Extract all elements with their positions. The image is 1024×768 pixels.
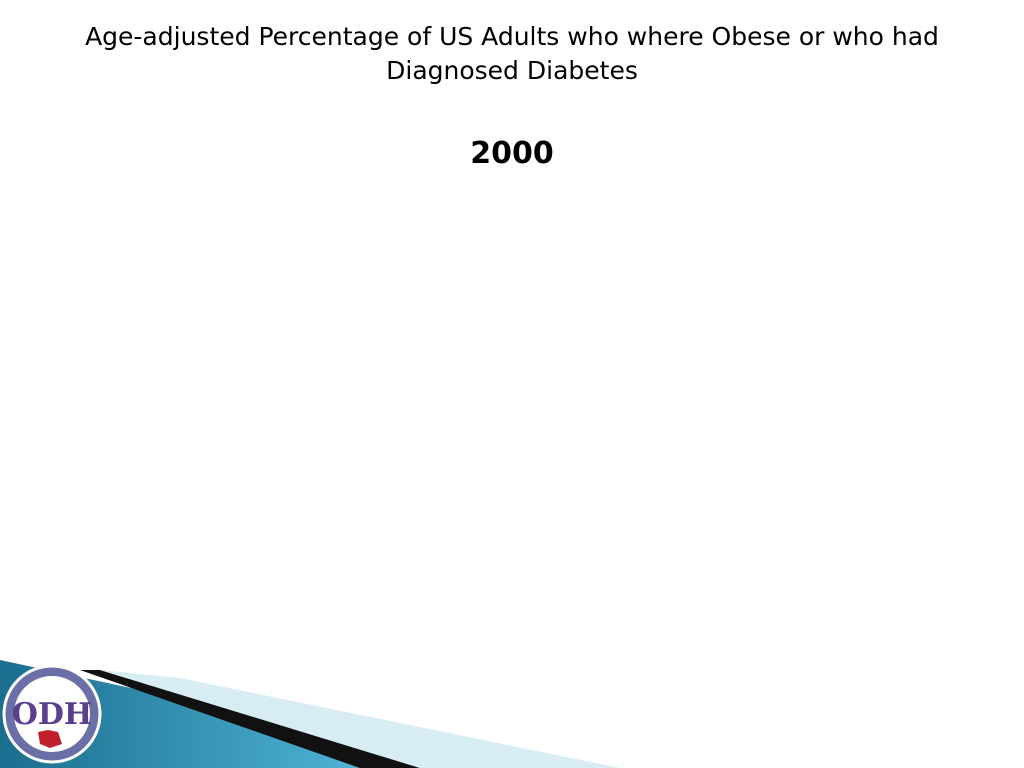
footer-light-stripe bbox=[100, 670, 620, 768]
diabetes-map bbox=[532, 255, 1012, 555]
footer-decoration: ODH bbox=[0, 660, 620, 768]
odh-logo: ODH bbox=[2, 664, 102, 764]
logo-letters: ODH bbox=[12, 697, 93, 732]
footer-teal-band bbox=[0, 660, 560, 768]
footer-black-stripe bbox=[80, 670, 420, 768]
slide-title: Age-adjusted Percentage of US Adults who… bbox=[0, 20, 1024, 88]
title-line-2: Diagnosed Diabetes bbox=[386, 56, 638, 85]
obesity-map bbox=[10, 255, 490, 555]
year-label: 2000 bbox=[470, 136, 554, 171]
title-line-1: Age-adjusted Percentage of US Adults who… bbox=[85, 22, 939, 51]
